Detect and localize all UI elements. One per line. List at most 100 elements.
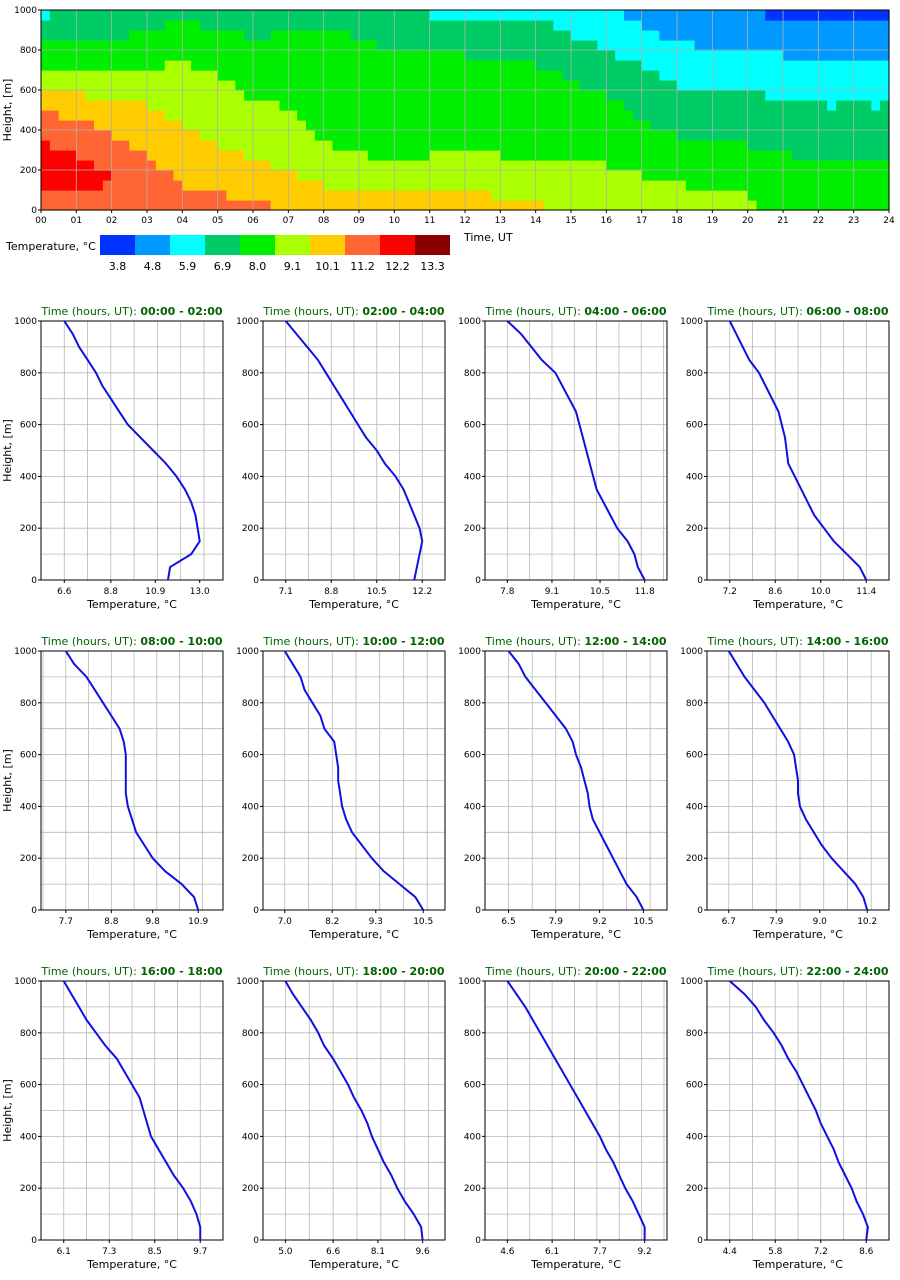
- profile-y-tick-label: 1000: [14, 977, 37, 987]
- heatmap-cell: [244, 140, 254, 151]
- heatmap-cell: [473, 50, 484, 61]
- heatmap-cell: [173, 100, 183, 111]
- heatmap-cell: [420, 30, 431, 41]
- heatmap-cell: [721, 140, 731, 151]
- heatmap-cell: [703, 180, 713, 191]
- temperature-profile-line: [284, 980, 424, 1241]
- heatmap-cell: [482, 50, 493, 61]
- heatmap-cell: [836, 180, 846, 191]
- heatmap-cell: [76, 90, 86, 101]
- heatmap-cell: [712, 50, 722, 61]
- profile-panel-title: Time (hours, UT): 08:00 - 10:00: [40, 635, 223, 648]
- heatmap-cell: [685, 180, 696, 191]
- heatmap-cell: [438, 60, 448, 71]
- heatmap-cell: [420, 130, 431, 141]
- heatmap-cell: [314, 140, 325, 151]
- heatmap-cell: [288, 110, 298, 121]
- heatmap-cell: [94, 60, 104, 71]
- heatmap-cell: [500, 120, 510, 131]
- profile-panel-title: Time (hours, UT): 14:00 - 16:00: [706, 635, 889, 648]
- heatmap-cell: [606, 100, 616, 111]
- heatmap-cell: [632, 130, 643, 141]
- heatmap-cell: [244, 130, 254, 141]
- heatmap-cell: [359, 130, 369, 141]
- heatmap-cell: [544, 200, 554, 211]
- heatmap-cell: [703, 130, 713, 141]
- heatmap-cell: [49, 110, 60, 121]
- heatmap-cell: [350, 60, 360, 71]
- heatmap-cell: [49, 80, 60, 91]
- heatmap-cell: [67, 170, 77, 181]
- heatmap-cell: [270, 100, 281, 111]
- heatmap-cell: [403, 120, 413, 131]
- profile-y-tick-label: 0: [475, 576, 481, 586]
- heatmap-cell: [827, 50, 837, 61]
- heatmap-cell: [465, 140, 475, 151]
- heatmap-cell: [102, 70, 113, 81]
- heatmap-cell: [412, 20, 422, 31]
- heatmap-cell: [588, 90, 599, 101]
- heatmap-cell: [367, 10, 378, 21]
- heatmap-cell: [359, 10, 369, 21]
- heatmap-cell: [270, 40, 281, 51]
- heatmap-cell: [385, 120, 395, 131]
- heatmap-cell: [385, 160, 395, 171]
- heatmap-cell: [668, 70, 678, 81]
- heatmap-cell: [765, 100, 775, 111]
- heatmap-cell: [579, 120, 590, 131]
- heatmap-cell: [155, 20, 166, 31]
- heatmap-cell: [359, 180, 369, 191]
- heatmap-cell: [765, 130, 775, 141]
- heatmap-cell: [147, 190, 157, 201]
- heatmap-cell: [350, 110, 360, 121]
- heatmap-cell: [359, 170, 369, 181]
- heatmap-cell: [429, 100, 440, 111]
- heatmap-cell: [394, 80, 404, 91]
- profile-x-tick-label: 6.6: [57, 587, 72, 597]
- heatmap-cell: [341, 120, 351, 131]
- heatmap-cell: [49, 140, 60, 151]
- heatmap-cell: [412, 160, 422, 171]
- heatmap-cell: [597, 120, 607, 131]
- heatmap-cell: [76, 140, 86, 151]
- heatmap-cell: [712, 110, 722, 121]
- heatmap-cell: [111, 200, 122, 211]
- heatmap-cell: [323, 60, 334, 71]
- profile-title-range: 22:00 - 24:00: [806, 965, 889, 978]
- heatmap-cell: [394, 150, 404, 161]
- heatmap-cell: [270, 140, 281, 151]
- heatmap-cell: [747, 30, 758, 41]
- heatmap-cell: [288, 50, 298, 61]
- colorbar-tick-label: 4.8: [144, 260, 162, 273]
- heatmap-cell: [756, 190, 766, 201]
- heatmap-cell: [420, 40, 431, 51]
- heatmap-cell: [641, 10, 652, 21]
- heatmap-cell: [279, 10, 289, 21]
- heatmap-cell: [730, 140, 740, 151]
- heatmap-cell: [712, 60, 722, 71]
- heatmap-cell: [270, 50, 281, 61]
- heatmap-cell: [880, 100, 890, 111]
- heatmap-cell: [217, 200, 228, 211]
- heatmap-cell: [102, 140, 113, 151]
- heatmap-cell: [394, 170, 404, 181]
- heatmap-cell: [791, 110, 802, 121]
- heatmap-cell: [412, 130, 422, 141]
- heatmap-cell: [58, 100, 69, 111]
- heatmap-cell: [111, 10, 122, 21]
- heatmap-cell: [288, 160, 298, 171]
- heatmap-cell: [659, 90, 669, 101]
- heatmap-cell: [332, 80, 342, 91]
- heatmap-cell: [270, 80, 281, 91]
- heatmap-cell: [853, 150, 864, 161]
- heatmap-cell: [615, 90, 625, 101]
- heatmap-cell: [721, 160, 731, 171]
- heatmap-cell: [562, 40, 572, 51]
- colorbar-tick-label: 8.0: [249, 260, 267, 273]
- heatmap-cell: [41, 10, 51, 21]
- heatmap-cell: [659, 30, 669, 41]
- heatmap-cell: [668, 30, 678, 41]
- profile-title-prefix: Time (hours, UT):: [40, 965, 140, 978]
- heatmap-cell: [253, 140, 263, 151]
- profile-x-tick-label: 8.6: [768, 587, 783, 597]
